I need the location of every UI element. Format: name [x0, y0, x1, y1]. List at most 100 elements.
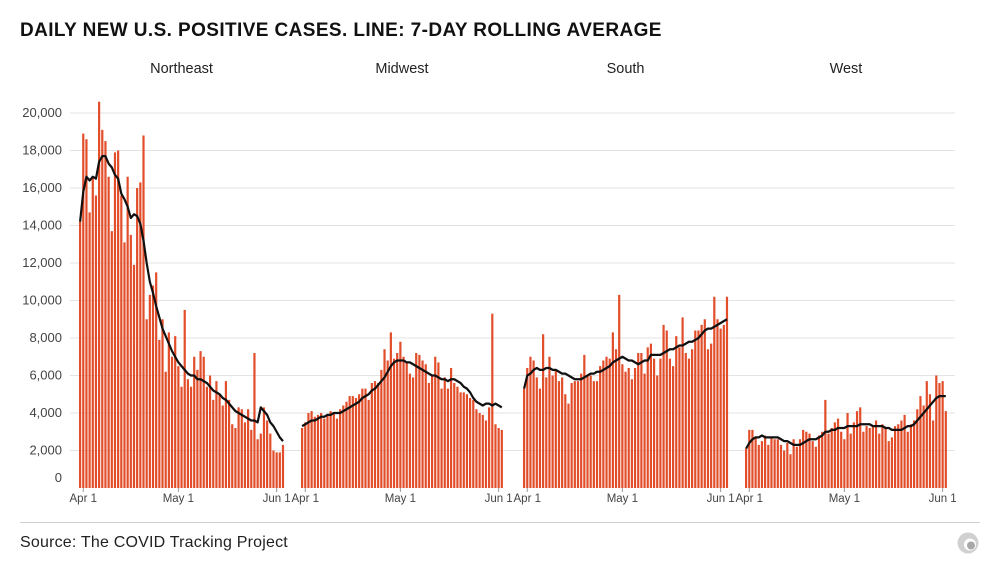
bar: [925, 381, 928, 489]
bar: [580, 373, 583, 489]
bar: [903, 414, 906, 489]
bar: [710, 343, 713, 489]
bar: [529, 356, 532, 488]
bar: [259, 433, 262, 489]
bar: [614, 349, 618, 488]
y-tick-label: 20,000: [22, 105, 62, 120]
bar: [161, 319, 164, 488]
bar: [938, 383, 941, 488]
bar: [798, 439, 802, 488]
bar: [919, 396, 922, 489]
bar: [320, 413, 323, 488]
bar: [465, 394, 469, 488]
bar: [535, 377, 538, 489]
small-multiples-chart: 0 2,000 4,000 6,000 8,000 10,000 12,000 14,000 1…: [22, 61, 957, 505]
bar: [177, 366, 180, 489]
bar: [174, 336, 177, 489]
bar: [427, 383, 430, 488]
bar: [313, 416, 316, 488]
bar: [817, 435, 821, 488]
bar: [364, 388, 367, 489]
bar: [247, 409, 250, 488]
bar: [262, 407, 266, 489]
bar: [668, 358, 672, 489]
bar: [304, 422, 307, 489]
bar: [79, 221, 82, 488]
bar: [909, 424, 913, 488]
bar: [415, 353, 418, 488]
bar: [748, 429, 751, 489]
bar: [792, 439, 795, 488]
bar: [773, 439, 776, 488]
bar: [760, 441, 764, 489]
bar: [913, 420, 916, 488]
bar: [633, 368, 637, 488]
bar: [202, 356, 205, 488]
bar: [589, 375, 592, 488]
bar: [802, 429, 805, 489]
bar: [754, 437, 757, 489]
bar: [193, 356, 196, 488]
bar: [491, 313, 494, 489]
x-tick-label: May 1: [163, 493, 194, 505]
bar: [472, 399, 475, 489]
bar: [843, 439, 846, 488]
bar: [494, 424, 497, 488]
logo-icon: [957, 532, 979, 554]
bar: [646, 347, 649, 489]
bar: [605, 356, 608, 488]
y-tick-label: 14,000: [22, 218, 62, 233]
bar: [396, 353, 399, 488]
bar: [700, 324, 703, 489]
bar: [671, 366, 675, 489]
bar: [694, 330, 697, 488]
bar: [665, 330, 668, 488]
y-tick-label: 6,000: [29, 368, 62, 383]
bar: [243, 422, 247, 489]
bar: [554, 369, 557, 489]
bar: [231, 424, 234, 488]
bar: [113, 152, 117, 489]
bar: [789, 454, 792, 488]
bar: [776, 439, 779, 488]
bar: [821, 431, 824, 488]
bar: [649, 343, 652, 489]
bar: [335, 418, 339, 489]
bar: [98, 101, 101, 488]
x-tick-label: Jun 1: [485, 493, 513, 505]
bar: [630, 379, 633, 488]
bar: [557, 381, 561, 489]
bar: [935, 375, 938, 488]
bar: [373, 381, 377, 489]
bar: [678, 347, 681, 489]
bar: [868, 428, 871, 488]
bar: [592, 381, 595, 489]
bar: [94, 195, 98, 488]
bar: [430, 375, 434, 488]
bar: [421, 360, 424, 488]
bar: [386, 360, 389, 488]
bar: [532, 360, 535, 488]
bar: [227, 399, 231, 489]
x-tick-label: Apr 1: [736, 493, 764, 505]
bar: [370, 383, 373, 488]
bar: [142, 135, 145, 488]
bar: [275, 452, 278, 489]
bar: [652, 358, 656, 489]
bar: [675, 336, 678, 489]
bar: [196, 369, 199, 489]
bar: [212, 399, 215, 489]
panel-title: Northeast: [150, 61, 213, 77]
bar: [183, 309, 186, 489]
bar: [618, 294, 621, 489]
bar: [884, 428, 887, 488]
bar: [944, 411, 947, 489]
bar: [833, 422, 836, 489]
rolling-average-line: [301, 359, 503, 428]
bar: [117, 150, 120, 488]
bar: [167, 332, 170, 489]
bar: [484, 420, 488, 488]
region-panels: Northeast Apr 1 May 1 Jun 1 Midwest Apr 1 May …: [70, 61, 957, 505]
bar: [342, 405, 345, 488]
bar: [871, 426, 874, 489]
